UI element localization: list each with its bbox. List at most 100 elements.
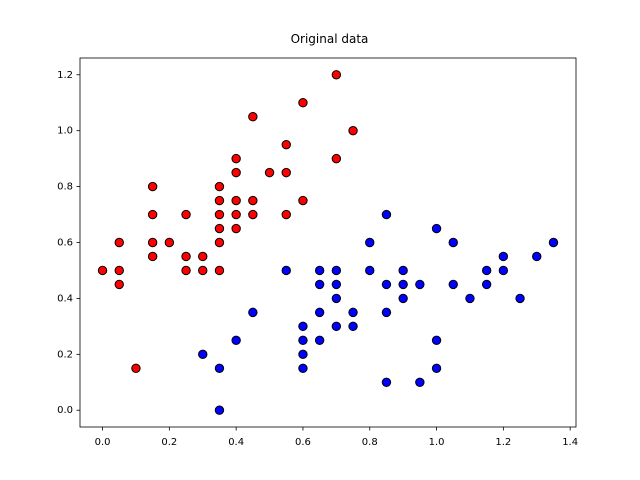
point xyxy=(281,139,291,150)
point xyxy=(448,237,458,248)
point xyxy=(314,265,325,276)
point xyxy=(314,335,325,346)
point xyxy=(181,265,191,276)
point xyxy=(214,363,225,373)
point xyxy=(248,307,258,318)
point xyxy=(431,223,442,234)
point xyxy=(381,279,392,290)
point xyxy=(281,265,291,276)
point xyxy=(198,265,208,276)
y-tick-label: 1.0 xyxy=(57,126,73,137)
point xyxy=(214,181,225,192)
point xyxy=(214,405,225,415)
point xyxy=(147,209,158,220)
point xyxy=(331,153,342,164)
x-tick-label: 1.0 xyxy=(429,437,445,448)
x-tick-label: 0.8 xyxy=(362,437,378,448)
point xyxy=(281,209,291,220)
y-tick-label: 0.8 xyxy=(57,182,73,193)
point xyxy=(348,307,358,318)
point xyxy=(498,265,509,276)
point xyxy=(97,265,108,276)
point xyxy=(331,321,342,332)
point xyxy=(314,307,325,318)
point xyxy=(548,237,559,248)
point xyxy=(431,363,442,373)
point xyxy=(381,209,392,220)
point xyxy=(298,321,308,332)
point xyxy=(398,293,408,304)
point xyxy=(398,279,408,290)
point xyxy=(198,251,208,262)
point xyxy=(331,279,342,290)
point xyxy=(114,237,124,248)
point xyxy=(298,335,308,346)
point xyxy=(481,279,492,290)
point xyxy=(281,167,291,178)
x-tick-label: 1.4 xyxy=(562,437,578,448)
point xyxy=(248,209,258,220)
point xyxy=(248,112,258,122)
point xyxy=(198,349,208,360)
point xyxy=(114,265,124,276)
y-tick-label: 0.0 xyxy=(57,405,73,416)
point xyxy=(147,251,158,262)
point xyxy=(131,363,141,373)
point xyxy=(181,251,191,262)
point xyxy=(214,209,225,220)
point xyxy=(365,237,375,248)
point xyxy=(231,209,241,220)
point xyxy=(248,195,258,206)
point xyxy=(298,195,308,206)
point xyxy=(348,125,358,136)
chart-title: Original data xyxy=(291,32,369,46)
point xyxy=(532,251,542,262)
point xyxy=(181,209,191,220)
point xyxy=(465,293,475,304)
point xyxy=(164,237,175,248)
point xyxy=(331,70,342,80)
point xyxy=(298,349,308,360)
x-tick-label: 0.4 xyxy=(228,437,244,448)
point xyxy=(331,265,342,276)
x-tick-label: 1.2 xyxy=(495,437,511,448)
point xyxy=(314,279,325,290)
point xyxy=(231,335,241,346)
point xyxy=(214,265,225,276)
plot-frame xyxy=(79,57,577,428)
point xyxy=(214,195,225,206)
y-tick-label: 0.4 xyxy=(57,293,73,304)
point xyxy=(231,195,241,206)
y-tick-label: 0.2 xyxy=(57,349,73,360)
point xyxy=(231,153,241,164)
x-tick-label: 0.0 xyxy=(95,437,111,448)
x-tick-label: 0.2 xyxy=(161,437,177,448)
y-tick-label: 1.2 xyxy=(57,70,73,81)
point xyxy=(431,335,442,346)
point xyxy=(415,377,425,387)
point xyxy=(264,167,275,178)
point xyxy=(298,363,308,373)
point xyxy=(515,293,525,304)
point xyxy=(231,167,241,178)
x-tick-label: 0.6 xyxy=(295,437,311,448)
point xyxy=(348,321,358,332)
y-tick-label: 0.6 xyxy=(57,238,73,249)
point xyxy=(365,265,375,276)
point xyxy=(398,265,408,276)
point xyxy=(381,307,392,318)
point xyxy=(448,279,458,290)
point xyxy=(231,223,241,234)
point xyxy=(415,279,425,290)
point xyxy=(298,98,308,108)
point xyxy=(147,237,158,248)
point xyxy=(214,223,225,234)
point xyxy=(114,279,124,290)
point xyxy=(481,265,492,276)
point xyxy=(331,293,342,304)
point xyxy=(214,237,225,248)
point xyxy=(381,377,392,387)
point xyxy=(498,251,509,262)
